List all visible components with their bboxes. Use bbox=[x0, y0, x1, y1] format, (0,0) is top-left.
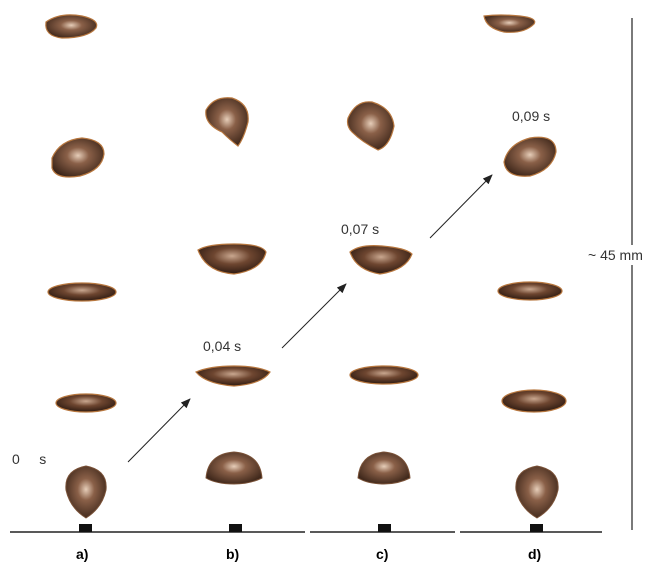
drop-a-5 bbox=[65, 465, 107, 519]
drop-c-1 bbox=[346, 101, 395, 151]
drop-d-3 bbox=[497, 281, 563, 301]
drop-b-1 bbox=[205, 97, 249, 147]
nozzle-c bbox=[378, 524, 391, 532]
nozzles bbox=[79, 524, 543, 532]
arrow-1 bbox=[127, 398, 191, 463]
drop-b-4 bbox=[205, 451, 263, 485]
time-label-009s: 0,09 s bbox=[512, 108, 551, 124]
drop-d-1 bbox=[483, 14, 536, 33]
arrow-2 bbox=[281, 283, 347, 349]
nozzle-b bbox=[229, 524, 242, 532]
column-c-drops bbox=[346, 101, 419, 485]
column-b-drops bbox=[195, 97, 271, 485]
panel-label-d: d) bbox=[528, 546, 542, 562]
time-label-004s: 0,04 s bbox=[203, 338, 242, 354]
nozzle-d bbox=[530, 524, 543, 532]
drop-b-2 bbox=[197, 243, 267, 275]
arrow-3 bbox=[429, 174, 493, 239]
drop-a-4 bbox=[55, 393, 117, 413]
drop-c-3 bbox=[349, 365, 419, 385]
drop-b-3 bbox=[195, 365, 271, 387]
drop-a-2 bbox=[51, 137, 105, 178]
column-d-drops bbox=[483, 14, 567, 519]
drop-d-5 bbox=[515, 465, 559, 519]
drop-d-4 bbox=[501, 389, 567, 413]
drop-a-1 bbox=[45, 14, 98, 39]
scale-label: ~ 45 mm bbox=[588, 245, 643, 265]
time-label-0s: 0 s bbox=[12, 451, 47, 467]
panel-label-c: c) bbox=[376, 546, 389, 562]
panel-label-a: a) bbox=[76, 546, 89, 562]
drop-c-4 bbox=[357, 451, 411, 485]
drop-d-2 bbox=[503, 136, 557, 177]
column-a-drops bbox=[45, 14, 117, 519]
drop-a-3 bbox=[47, 282, 117, 302]
time-label-007s: 0,07 s bbox=[341, 221, 380, 237]
time-arrows bbox=[127, 174, 493, 463]
drop-c-2 bbox=[349, 245, 413, 275]
panel-label-b: b) bbox=[226, 546, 240, 562]
nozzle-a bbox=[79, 524, 92, 532]
